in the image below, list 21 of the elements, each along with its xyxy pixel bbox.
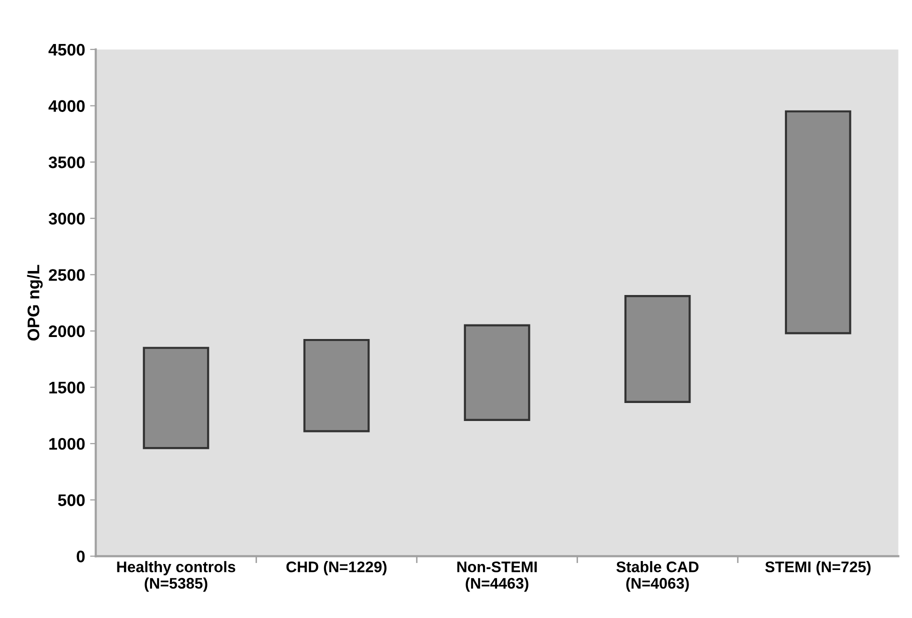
x-tick-label: STEMI (N=725) <box>765 561 871 576</box>
y-tick-label: 500 <box>58 494 85 506</box>
x-tick-label: Healthy controls (N=5385) <box>117 561 236 592</box>
y-tick-label: 1500 <box>49 382 85 394</box>
bar <box>624 295 691 403</box>
y-tick-label: 3500 <box>48 156 85 168</box>
bar <box>303 338 370 432</box>
x-tick-label: Stable CAD (N=4063) <box>616 561 699 592</box>
y-tick-label: 3000 <box>48 212 85 225</box>
y-axis-title: OPG ng/L <box>27 264 43 341</box>
y-tick-label: 2000 <box>48 325 85 338</box>
bar <box>464 324 530 421</box>
y-tick-label: 4000 <box>48 100 85 112</box>
bar <box>784 110 852 334</box>
y-tick-label: 0 <box>76 550 85 562</box>
x-tick-label: CHD (N=1229) <box>286 561 386 576</box>
x-tick-label: Non-STEMI (N=4463) <box>457 561 537 592</box>
y-tick-label: 2500 <box>48 269 85 281</box>
y-tick-label: 1000 <box>49 438 85 450</box>
bar <box>142 346 210 450</box>
y-tick-label: 4500 <box>48 44 85 56</box>
